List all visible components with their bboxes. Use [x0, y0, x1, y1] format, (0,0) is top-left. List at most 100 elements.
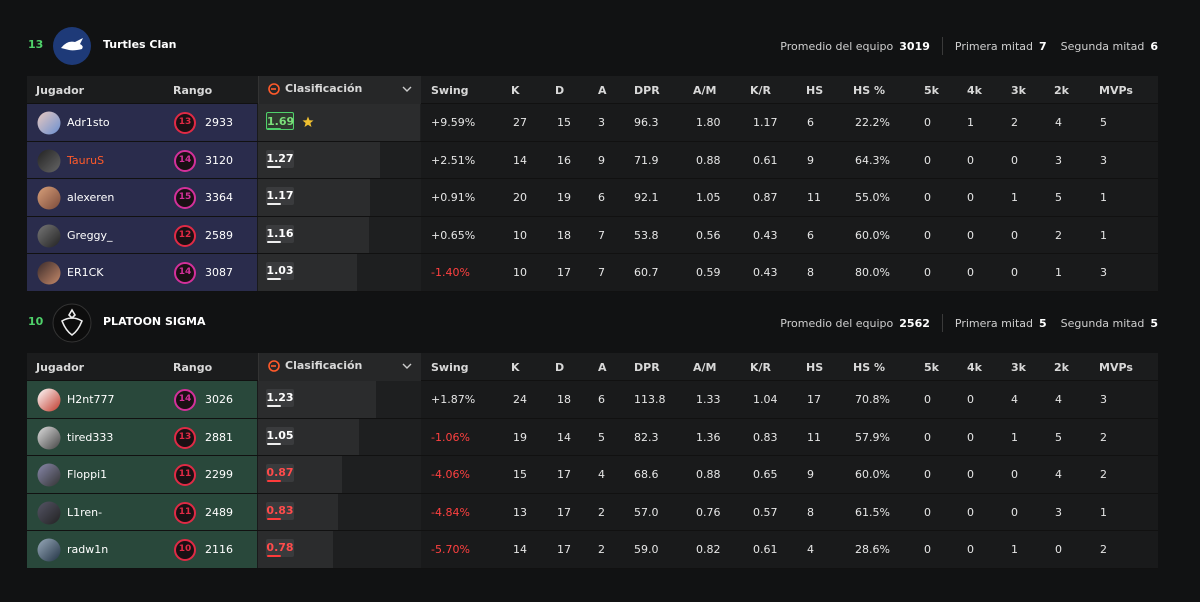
rank-badge	[174, 149, 196, 172]
stat-value: 1	[1011, 191, 1018, 205]
avatar	[37, 261, 61, 285]
team-score: 13	[28, 38, 44, 51]
stat-value: 71.9	[634, 153, 659, 167]
team-logo	[52, 303, 92, 343]
first-half-label: Primera mitad	[954, 39, 1033, 53]
rating-value: 1.69	[266, 112, 294, 130]
stat-value: +0.65%	[431, 228, 476, 242]
rating-cell: 1.16	[258, 216, 421, 254]
stat-value: 16	[557, 153, 571, 167]
stat-value: 1.17	[753, 116, 778, 129]
player-row: Adr1sto 13 2933 1.69 +9.59% 27 15 3 96.3 1.80 1.17…	[27, 104, 1158, 142]
avatar	[37, 111, 61, 135]
stat-value: 3	[1055, 153, 1062, 167]
stat-value: 4	[1011, 393, 1018, 406]
stat-value: 7	[598, 228, 605, 242]
stat-value: 0.65	[753, 468, 778, 482]
column-header: DPR	[634, 361, 660, 374]
rank-value: 13	[178, 431, 192, 442]
stat-value: 59.0	[634, 543, 659, 557]
stat-value: -5.70%	[431, 543, 470, 557]
stat-value: 1	[1100, 191, 1107, 205]
stat-value: 0	[967, 430, 974, 444]
stat-value: 0	[924, 505, 931, 519]
column-header: K/R	[750, 84, 772, 97]
player-row: radw1n 10 2116 0.78 -5.70% 14 17 2 59.0 0.82 0.61 4…	[27, 531, 1158, 569]
mvp-star	[302, 116, 314, 127]
avatar	[37, 224, 61, 248]
column-header: A	[598, 361, 607, 374]
column-header: A	[598, 84, 607, 97]
stat-value: 11	[807, 191, 821, 205]
stat-value: 0.43	[753, 228, 778, 242]
rank-badge	[174, 112, 196, 134]
player-row: H2nt777 14 3026 1.23 +1.87% 24 18 6 113.8 1.33 1.0…	[27, 381, 1158, 419]
rating-value: 1.17	[266, 187, 294, 206]
sort-chevron	[402, 86, 412, 92]
stat-value: 4	[598, 468, 605, 482]
rating-underline	[267, 128, 281, 130]
stat-value: 60.0%	[855, 228, 890, 242]
stat-value: 9	[807, 153, 814, 167]
stat-value: 0.83	[753, 430, 778, 444]
stat-value: 24	[513, 393, 527, 406]
stat-value: 2	[598, 505, 605, 519]
rank-badge	[174, 389, 196, 411]
second-half-value: 6	[1150, 39, 1158, 53]
stat-value: 0	[924, 468, 931, 482]
rating-underline	[267, 555, 281, 558]
column-header: Jugador	[36, 361, 85, 374]
stat-value: 3	[1100, 153, 1107, 167]
stat-value: 4	[1055, 393, 1062, 406]
stat-value: 13	[513, 505, 527, 519]
stat-value: 57.0	[634, 505, 659, 519]
column-header: Clasificación	[285, 82, 363, 95]
stat-value: 2	[1100, 468, 1107, 482]
rating-value: 1.05	[266, 426, 294, 445]
rank-value: 13	[178, 117, 192, 127]
team-summary: Promedio del equipo 2562 Primera mitad 5 Seg…	[780, 314, 1158, 332]
avatar	[37, 501, 61, 525]
rating-cell: 0.83	[258, 493, 421, 531]
rank-badge	[174, 262, 196, 285]
stat-value: 0.87	[753, 191, 778, 205]
stat-value: 17	[557, 543, 571, 557]
second-half-label: Segunda mitad	[1060, 39, 1145, 53]
team-score: 10	[28, 315, 44, 328]
stat-value: 14	[513, 543, 527, 557]
rating-cell: 0.78	[258, 531, 421, 568]
stat-value: 0	[967, 468, 974, 482]
player-row: tired333 13 2881 1.05 -1.06% 19 14 5 82.3 1.36 0.8…	[27, 418, 1158, 457]
player-name: TauruS	[67, 153, 105, 167]
stat-value: 6	[598, 393, 605, 406]
column-header: K/R	[750, 361, 772, 374]
rank-value: 10	[178, 544, 192, 555]
stat-value: 8	[807, 505, 814, 519]
stat-value: 15	[557, 116, 571, 129]
second-half-value: 5	[1150, 316, 1158, 330]
rank-points: 2489	[205, 505, 233, 519]
rating-underline	[267, 442, 281, 445]
stat-value: 9	[598, 153, 605, 167]
column-header: Swing	[431, 361, 469, 374]
rank-points: 2881	[205, 430, 233, 444]
stat-value: 18	[557, 393, 571, 406]
stat-value: 0	[967, 191, 974, 205]
team-name: PLATOON SIGMA	[103, 315, 206, 328]
stat-value: 6	[807, 116, 814, 129]
stat-value: 0.57	[753, 505, 778, 519]
stat-value: 0.59	[696, 266, 721, 280]
stat-value: 92.1	[634, 191, 659, 205]
stat-value: 82.3	[634, 430, 659, 444]
stat-value: 0	[1055, 543, 1062, 557]
stat-value: 1.05	[696, 191, 721, 205]
stat-value: 4	[1055, 468, 1062, 482]
avatar	[37, 149, 61, 173]
player-name: Adr1sto	[67, 116, 110, 129]
stat-value: 0	[967, 266, 974, 280]
player-table: Jugador Rango Clasificación Swing K D A DPR A/M K…	[27, 76, 1158, 292]
rating-underline	[267, 405, 281, 407]
rank-badge	[174, 426, 196, 449]
stat-value: 57.9%	[855, 430, 890, 444]
